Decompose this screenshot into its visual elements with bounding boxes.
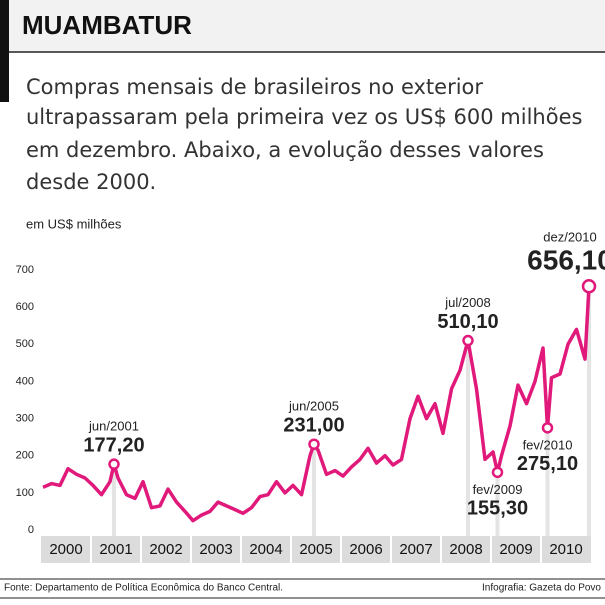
annotation-marker <box>541 422 554 434</box>
annotation-marker <box>308 438 320 450</box>
x-tick-label: 2005 <box>299 541 332 558</box>
annotation-date: jul/2008 <box>444 295 491 310</box>
credit: Infografia: Gazeta do Povo <box>482 583 601 594</box>
y-axis-label: em US$ milhões <box>26 216 122 231</box>
subtitle: Compras mensais de brasileiros no exteri… <box>26 75 483 99</box>
annotation-marker <box>491 466 504 479</box>
x-tick-label: 2009 <box>499 541 532 558</box>
y-tick-label: 300 <box>16 412 34 424</box>
annotation-value: 275,10 <box>517 453 578 475</box>
x-tick-label: 2007 <box>399 541 432 558</box>
subtitle: ultrapassaram pela primeira vez os US$ 6… <box>26 105 582 129</box>
x-tick-label: 2000 <box>49 541 82 558</box>
annotation-value: 177,20 <box>83 434 144 456</box>
annotation-value: 231,00 <box>283 414 344 436</box>
y-tick-label: 500 <box>16 338 34 350</box>
annotation-value: 510,10 <box>437 311 498 333</box>
subtitle: desde 2000. <box>26 170 156 194</box>
x-tick-label: 2008 <box>449 541 482 558</box>
annotation-marker <box>108 458 120 470</box>
header-bg <box>9 0 605 52</box>
y-tick-label: 0 <box>28 524 34 536</box>
data-line <box>42 286 591 523</box>
y-tick-label: 200 <box>16 450 34 462</box>
chart-title: MUAMBATUR <box>22 10 192 40</box>
accent-bar <box>0 0 9 102</box>
annotation-marker <box>581 279 597 294</box>
y-tick-label: 400 <box>16 375 34 387</box>
annotation-date: fev/2010 <box>523 437 573 452</box>
annotation-value: 155,30 <box>467 498 528 520</box>
x-tick-label: 2003 <box>199 541 232 558</box>
annotation-value: 656,10 <box>527 245 605 276</box>
source: Fonte: Departamento de Política Econômic… <box>4 583 283 594</box>
y-tick-label: 700 <box>16 264 34 276</box>
annotation-date: fev/2009 <box>473 482 523 497</box>
annotation-date: dez/2010 <box>543 230 597 245</box>
y-tick-label: 600 <box>16 301 34 313</box>
annotation-date: jun/2005 <box>288 399 339 414</box>
subtitle: em dezembro. Abaixo, a evolução desses v… <box>26 138 544 162</box>
x-tick-label: 2001 <box>99 541 132 558</box>
x-tick-label: 2004 <box>249 541 282 558</box>
x-tick-label: 2002 <box>149 541 182 558</box>
x-tick-label: 2010 <box>549 541 582 558</box>
y-tick-label: 100 <box>16 487 34 499</box>
annotation-marker <box>462 334 474 347</box>
x-axis-band <box>41 536 591 563</box>
annotation-date: jun/2001 <box>88 419 139 434</box>
x-tick-label: 2006 <box>349 541 382 558</box>
